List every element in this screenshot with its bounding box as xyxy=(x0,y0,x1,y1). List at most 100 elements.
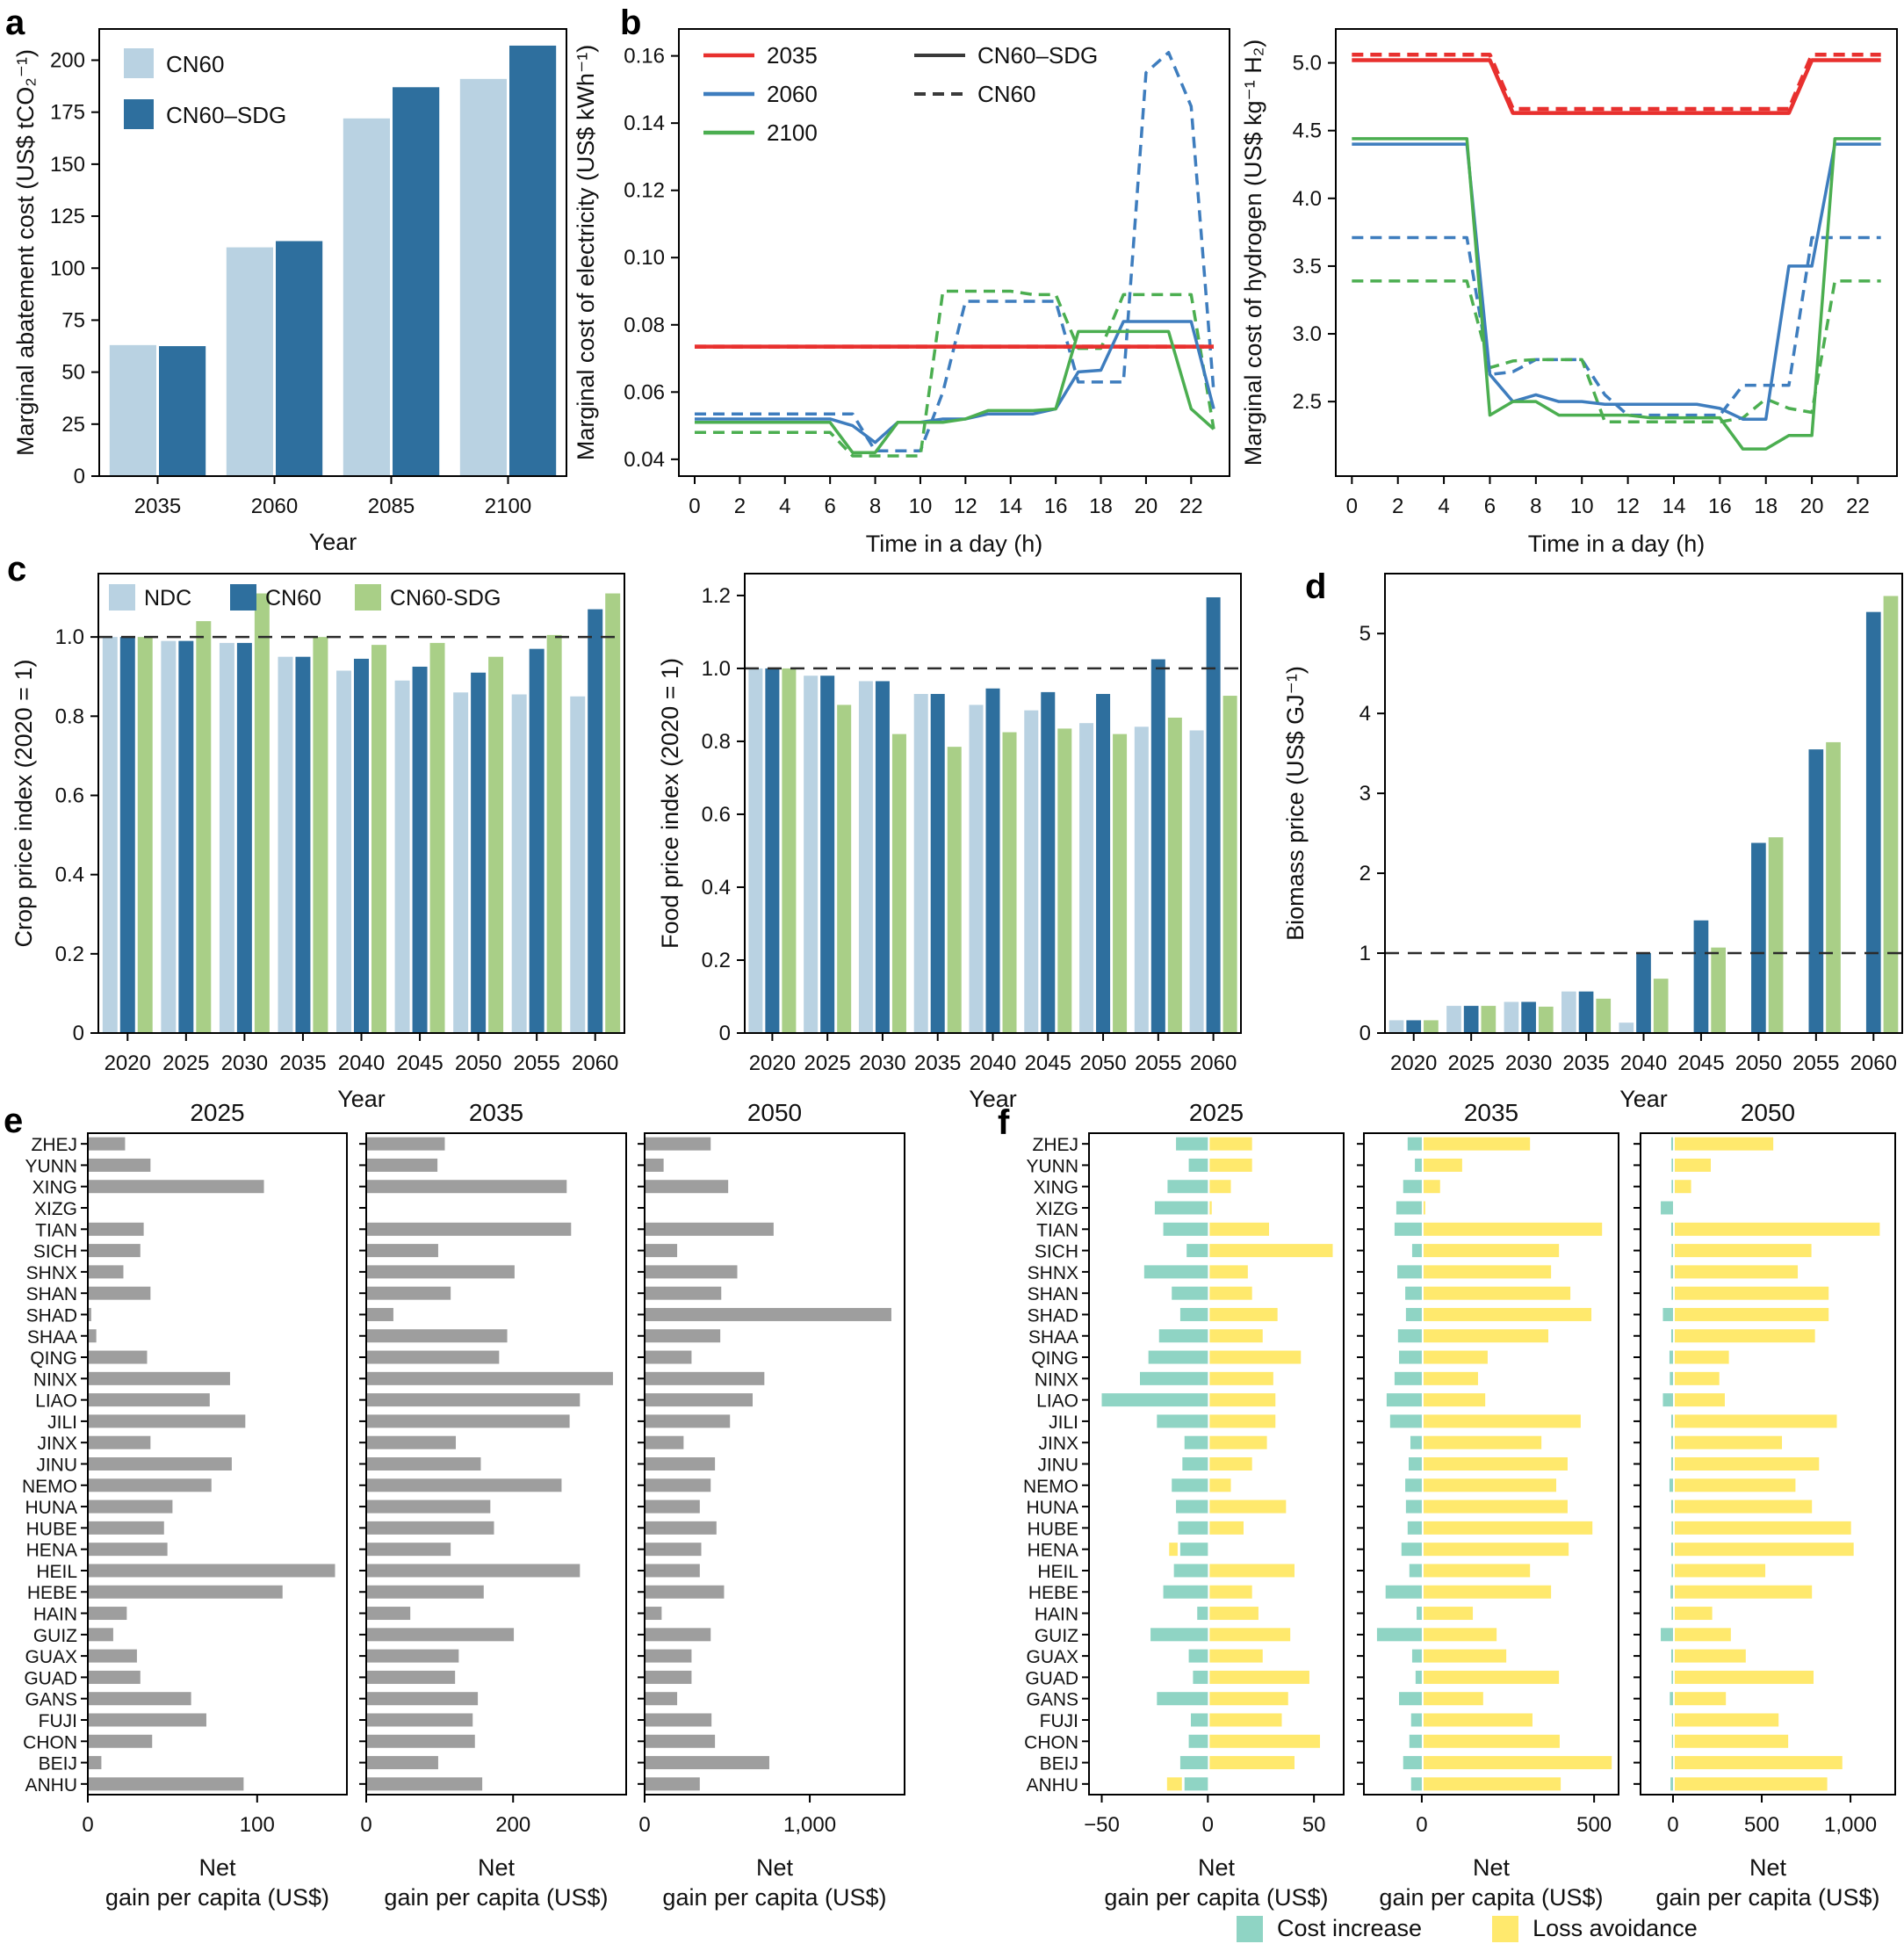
svg-text:2050: 2050 xyxy=(1741,1099,1795,1126)
svg-text:HAIN: HAIN xyxy=(33,1605,77,1625)
svg-text:YUNN: YUNN xyxy=(1026,1156,1078,1176)
svg-text:GUAD: GUAD xyxy=(24,1668,77,1688)
svg-text:0.2: 0.2 xyxy=(55,943,84,966)
svg-text:4: 4 xyxy=(1438,495,1449,518)
svg-text:YUNN: YUNN xyxy=(25,1156,77,1176)
svg-text:JINX: JINX xyxy=(37,1434,77,1454)
svg-text:XIZG: XIZG xyxy=(1035,1199,1078,1219)
svg-text:10: 10 xyxy=(1570,495,1594,518)
panel-label-f: f xyxy=(998,1103,1010,1142)
svg-text:SHNX: SHNX xyxy=(26,1263,77,1283)
svg-text:gain per capita (US$): gain per capita (US$) xyxy=(1104,1884,1328,1911)
food-price-index-chart: 2020 2025 2030 2035 2040 2045 2050 2055 2060 0 0.2… xyxy=(657,573,1242,1112)
svg-text:SHNX: SHNX xyxy=(1028,1263,1078,1283)
svg-text:1,000: 1,000 xyxy=(1824,1813,1877,1837)
svg-text:0.06: 0.06 xyxy=(624,380,665,404)
svg-text:Net: Net xyxy=(756,1854,794,1881)
svg-text:CHON: CHON xyxy=(23,1732,77,1752)
svg-text:2035: 2035 xyxy=(1464,1099,1518,1126)
svg-text:GUIZ: GUIZ xyxy=(33,1626,77,1646)
svg-text:CN60: CN60 xyxy=(265,586,321,611)
svg-text:2060: 2060 xyxy=(251,495,298,518)
svg-text:12: 12 xyxy=(954,495,977,518)
svg-text:NDC: NDC xyxy=(144,586,191,611)
svg-text:5.0: 5.0 xyxy=(1293,52,1322,76)
svg-text:HENA: HENA xyxy=(26,1541,77,1561)
svg-text:0.4: 0.4 xyxy=(55,863,84,887)
svg-text:SHAD: SHAD xyxy=(26,1305,77,1326)
panel-label-e: e xyxy=(4,1102,24,1140)
svg-text:HENA: HENA xyxy=(1028,1541,1078,1561)
svg-text:0: 0 xyxy=(360,1813,371,1837)
svg-text:−50: −50 xyxy=(1084,1813,1120,1837)
svg-text:2035: 2035 xyxy=(767,42,818,69)
svg-text:2030: 2030 xyxy=(859,1051,905,1075)
svg-text:2060: 2060 xyxy=(767,81,818,107)
svg-text:0: 0 xyxy=(719,1022,731,1045)
svg-text:SICH: SICH xyxy=(33,1242,77,1262)
svg-text:2035: 2035 xyxy=(469,1099,523,1126)
svg-text:FUJI: FUJI xyxy=(1040,1711,1078,1731)
svg-text:Biomass price (US$ GJ⁻¹): Biomass price (US$ GJ⁻¹) xyxy=(1282,666,1309,941)
svg-text:Year: Year xyxy=(309,529,357,555)
svg-text:SHAA: SHAA xyxy=(1028,1327,1078,1348)
svg-text:2100: 2100 xyxy=(767,119,818,146)
svg-text:2.5: 2.5 xyxy=(1293,390,1322,414)
svg-text:2055: 2055 xyxy=(1135,1051,1181,1075)
svg-text:2035: 2035 xyxy=(134,495,181,518)
svg-text:2035: 2035 xyxy=(279,1051,326,1075)
panel-label-b: b xyxy=(620,4,642,42)
svg-text:2050: 2050 xyxy=(1079,1051,1126,1075)
svg-text:16: 16 xyxy=(1044,495,1068,518)
svg-text:500: 500 xyxy=(1744,1813,1779,1837)
svg-text:NINX: NINX xyxy=(1035,1369,1078,1390)
net-gain-per-capita-panel: ZHEJYUNNXINGXIZGTIANSICHSHNXSHANSHADSHAA… xyxy=(22,1099,905,1911)
svg-text:HEBE: HEBE xyxy=(27,1583,77,1603)
svg-text:2060: 2060 xyxy=(1850,1051,1897,1075)
svg-text:2: 2 xyxy=(734,495,746,518)
svg-text:Marginal abatement cost (US$ t: Marginal abatement cost (US$ tCO₂⁻¹) xyxy=(12,49,39,456)
svg-text:HAIN: HAIN xyxy=(1035,1605,1078,1625)
svg-text:CN60–SDG: CN60–SDG xyxy=(166,102,286,128)
svg-text:16: 16 xyxy=(1708,495,1732,518)
svg-text:0: 0 xyxy=(1346,495,1358,518)
svg-text:2060: 2060 xyxy=(1190,1051,1237,1075)
svg-text:HUNA: HUNA xyxy=(25,1498,77,1518)
svg-text:2045: 2045 xyxy=(396,1051,443,1075)
svg-text:Time in a day (h): Time in a day (h) xyxy=(866,531,1043,557)
svg-text:125: 125 xyxy=(50,205,85,228)
svg-text:BEIJ: BEIJ xyxy=(1040,1754,1078,1774)
svg-text:22: 22 xyxy=(1846,495,1870,518)
svg-text:0: 0 xyxy=(82,1813,93,1837)
svg-text:ZHEJ: ZHEJ xyxy=(32,1135,78,1155)
svg-text:ZHEJ: ZHEJ xyxy=(1033,1135,1079,1155)
svg-text:8: 8 xyxy=(1530,495,1541,518)
svg-text:XING: XING xyxy=(1034,1178,1078,1198)
svg-text:2045: 2045 xyxy=(1677,1051,1724,1075)
svg-text:Year: Year xyxy=(969,1086,1017,1112)
svg-text:HEIL: HEIL xyxy=(36,1562,77,1582)
svg-text:0: 0 xyxy=(1667,1813,1678,1837)
svg-text:2040: 2040 xyxy=(1620,1051,1667,1075)
svg-text:JINX: JINX xyxy=(1038,1434,1078,1454)
panel-label-c: c xyxy=(7,550,27,589)
svg-text:Net: Net xyxy=(1473,1854,1511,1881)
svg-text:BEIJ: BEIJ xyxy=(39,1754,77,1774)
svg-text:GUIZ: GUIZ xyxy=(1035,1626,1078,1646)
svg-text:2025: 2025 xyxy=(162,1051,209,1075)
svg-text:SHAN: SHAN xyxy=(1028,1284,1078,1304)
svg-text:2020: 2020 xyxy=(749,1051,796,1075)
svg-text:CN60-SDG: CN60-SDG xyxy=(390,586,501,611)
svg-text:Marginal cost of electricity (: Marginal cost of electricity (US$ kWh⁻¹) xyxy=(573,45,599,460)
svg-text:QING: QING xyxy=(1031,1348,1078,1369)
svg-text:4: 4 xyxy=(1359,702,1371,726)
svg-text:gain per capita (US$): gain per capita (US$) xyxy=(662,1884,886,1911)
svg-text:0.6: 0.6 xyxy=(702,803,731,827)
svg-text:3.0: 3.0 xyxy=(1293,322,1322,346)
svg-text:0.10: 0.10 xyxy=(624,246,665,270)
svg-text:50: 50 xyxy=(1302,1813,1326,1837)
svg-text:Crop price index (2020 = 1): Crop price index (2020 = 1) xyxy=(11,660,37,948)
svg-text:6: 6 xyxy=(824,495,835,518)
svg-text:1.0: 1.0 xyxy=(702,657,731,681)
